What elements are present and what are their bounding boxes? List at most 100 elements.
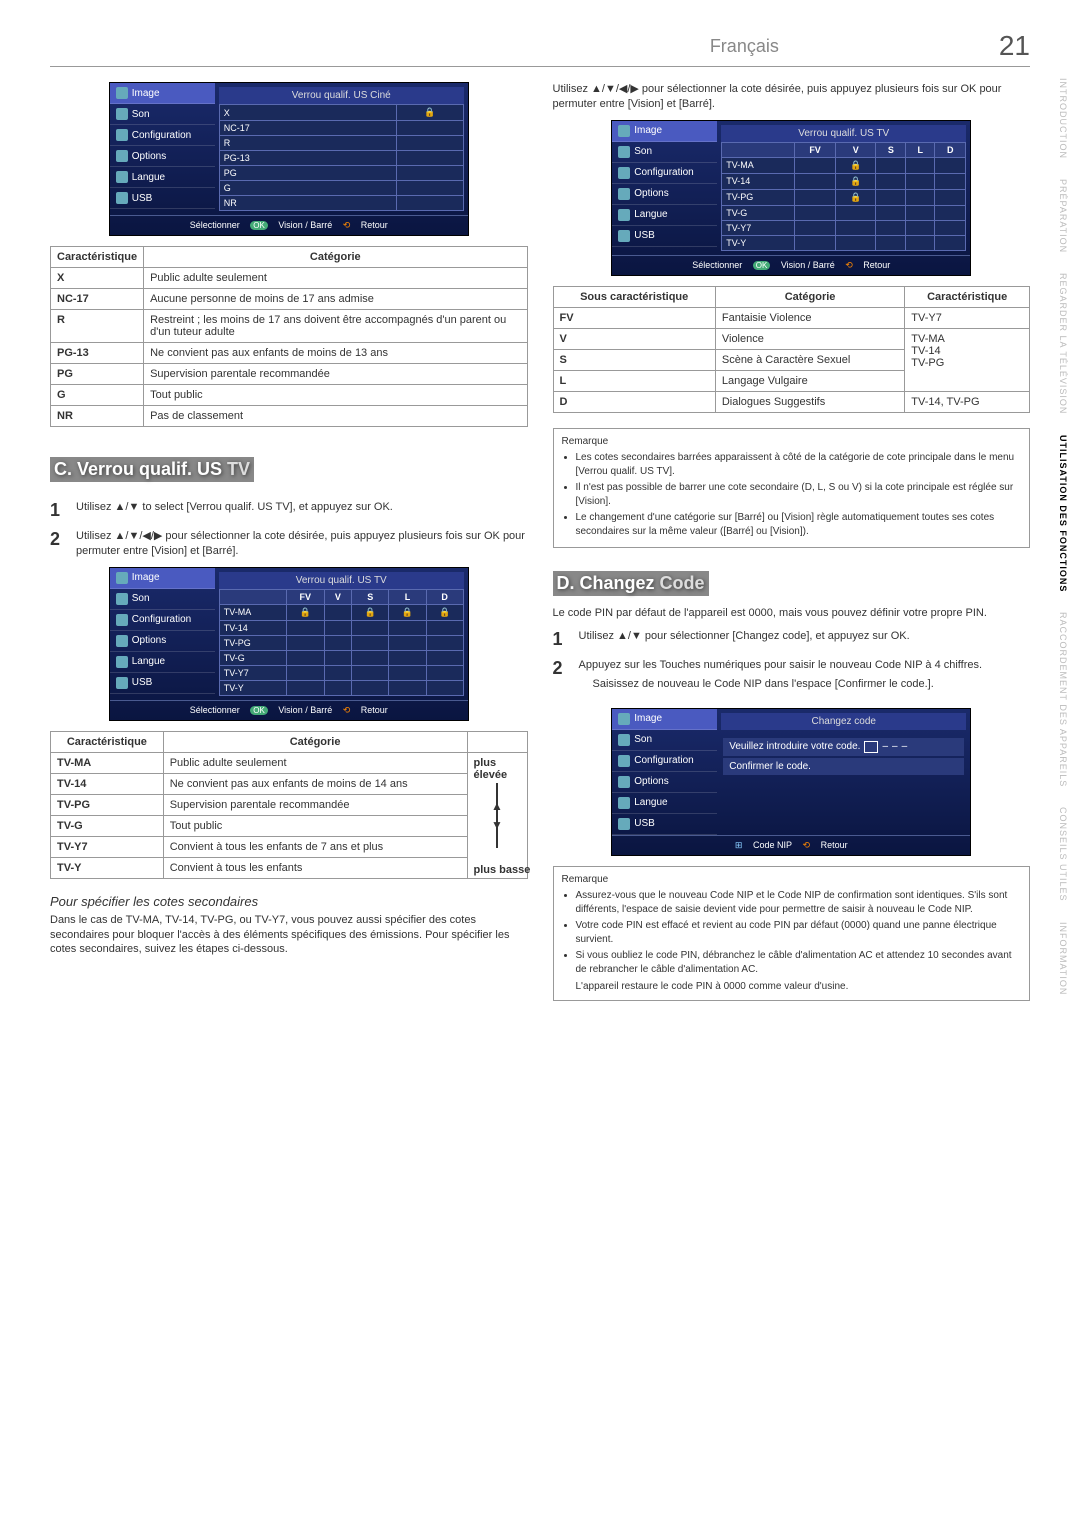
side-tab[interactable]: CONSEILS UTILES — [1056, 799, 1070, 910]
tv-side-item[interactable]: Langue — [110, 652, 215, 673]
tv-menu-title: Verrou qualif. US Ciné — [219, 87, 464, 104]
section-d-heading: D. Changez Code — [553, 571, 709, 596]
menu-icon — [116, 656, 128, 668]
right-intro: Utilisez ▲/▼/◀/▶ pour sélectionner la co… — [553, 82, 1031, 112]
menu-icon — [116, 129, 128, 141]
language-label: Français — [710, 36, 779, 57]
remark-1: Remarque Les cotes secondaires barrées a… — [553, 428, 1031, 549]
menu-icon — [618, 734, 630, 746]
menu-icon — [116, 614, 128, 626]
menu-icon — [116, 192, 128, 204]
side-tab[interactable]: INTRODUCTION — [1056, 70, 1070, 167]
tv-side-item[interactable]: Image — [612, 709, 717, 730]
tv-side-item[interactable]: Image — [110, 83, 215, 104]
menu-icon — [116, 593, 128, 605]
table-row: XPublic adulte seulement — [51, 268, 528, 289]
table-row: TV-14Ne convient pas aux enfants de moin… — [51, 773, 528, 794]
tv-side-item[interactable]: Son — [612, 142, 717, 163]
table-row: PG-13Ne convient pas aux enfants de moin… — [51, 343, 528, 364]
ok-icon: OK — [250, 221, 268, 230]
table-row: TV-Y7Convient à tous les enfants de 7 an… — [51, 836, 528, 857]
tv-side-item[interactable]: Langue — [612, 793, 717, 814]
remark-item: Assurez-vous que le nouveau Code NIP et … — [576, 889, 1022, 916]
table-row: TV-PGSupervision parentale recommandée — [51, 794, 528, 815]
tv-side-item[interactable]: Image — [612, 121, 717, 142]
tv-grid-cine: X🔒NC-17RPG-13PGGNR — [219, 104, 464, 211]
section-c-heading: C. Verrou qualif. US TV — [50, 457, 254, 482]
tv-side-item[interactable]: Options — [612, 772, 717, 793]
pin-entry-row: Veuillez introduire votre code. ––– — [723, 738, 964, 756]
menu-icon — [618, 230, 630, 242]
side-tabs: INTRODUCTION PRÉPARATION REGARDER LA TÉLÉV… — [1056, 70, 1070, 1003]
menu-icon — [116, 635, 128, 647]
menu-icon — [116, 108, 128, 120]
table-row: RRestreint ; les moins de 17 ans doivent… — [51, 310, 528, 343]
section-c-steps: 1Utilisez ▲/▼ to select [Verrou qualif. … — [50, 500, 528, 559]
right-column: Utilisez ▲/▼/◀/▶ pour sélectionner la co… — [553, 82, 1031, 1009]
tv-side-item[interactable]: USB — [612, 814, 717, 835]
menu-icon — [116, 171, 128, 183]
tv-menu-tv1: ImageSonConfigurationOptionsLangueUSB Ve… — [109, 567, 469, 721]
tv-side-item[interactable]: Son — [110, 589, 215, 610]
tv-side-item[interactable]: USB — [110, 673, 215, 694]
menu-icon — [116, 87, 128, 99]
tv-side-item[interactable]: Langue — [110, 167, 215, 188]
tv-side-item[interactable]: USB — [110, 188, 215, 209]
tv-side-item[interactable]: Configuration — [110, 125, 215, 146]
side-tab[interactable]: UTILISATION DES FONCTIONS — [1056, 427, 1070, 600]
menu-icon — [618, 146, 630, 158]
menu-icon — [618, 776, 630, 788]
table-row: TV-GTout public — [51, 815, 528, 836]
menu-icon — [618, 167, 630, 179]
menu-icon — [116, 677, 128, 689]
remark-item: Les cotes secondaires barrées apparaisse… — [576, 451, 1022, 478]
remark-item: Votre code PIN est effacé et revient au … — [576, 919, 1022, 946]
table-row: PGSupervision parentale recommandée — [51, 364, 528, 385]
tv-side-item[interactable]: USB — [612, 226, 717, 247]
remark-2: Remarque Assurez-vous que le nouveau Cod… — [553, 866, 1031, 1001]
tv-side-item[interactable]: Son — [110, 104, 215, 125]
secondary-para: Dans le cas de TV-MA, TV-14, TV-PG, ou T… — [50, 913, 528, 958]
tv-footer: Sélectionner OK Vision / Barré ⟲ Retour — [110, 215, 468, 235]
section-d-steps: 1Utilisez ▲/▼ pour sélectionner [Changez… — [553, 629, 1031, 700]
menu-icon — [116, 572, 128, 584]
left-column: ImageSonConfigurationOptionsLangueUSB Ve… — [50, 82, 528, 1009]
table-row: FVFantaisie ViolenceTV-Y7 — [553, 307, 1030, 328]
remark-item: Si vous oubliez le code PIN, débranchez … — [576, 949, 1022, 976]
menu-icon — [618, 797, 630, 809]
menu-icon — [618, 188, 630, 200]
table-row: GTout public — [51, 385, 528, 406]
tv-side-item[interactable]: Configuration — [612, 163, 717, 184]
back-icon: ⟲ — [343, 220, 351, 230]
table-tv: Caractéristique Catégorie TV-MAPublic ad… — [50, 731, 528, 879]
tv-side-item[interactable]: Configuration — [110, 610, 215, 631]
tv-menu-cine: ImageSonConfigurationOptionsLangueUSB Ve… — [109, 82, 469, 236]
menu-icon — [116, 150, 128, 162]
tv-side-item[interactable]: Options — [110, 631, 215, 652]
table-row: TV-YConvient à tous les enfants — [51, 857, 528, 878]
tv-menu-code: ImageSonConfigurationOptionsLangueUSB Ch… — [611, 708, 971, 856]
remark-item: Le changement d'une catégorie sur [Barré… — [576, 511, 1022, 538]
menu-icon — [618, 713, 630, 725]
side-tab[interactable]: REGARDER LA TÉLÉVISION — [1056, 265, 1070, 422]
side-tab[interactable]: INFORMATION — [1056, 914, 1070, 1003]
tv-sidebar: ImageSonConfigurationOptionsLangueUSB — [110, 83, 215, 215]
table-row: NC-17Aucune personne de moins de 17 ans … — [51, 289, 528, 310]
tv-menu-tv2: ImageSonConfigurationOptionsLangueUSB Ve… — [611, 120, 971, 276]
secondary-subhead: Pour spécifier les cotes secondaires — [50, 894, 528, 909]
pin-digit[interactable] — [864, 741, 878, 753]
page-header: Français 21 — [50, 30, 1030, 67]
tv-side-item[interactable]: Son — [612, 730, 717, 751]
tv-side-item[interactable]: Configuration — [612, 751, 717, 772]
page-number: 21 — [999, 30, 1030, 62]
menu-icon — [618, 209, 630, 221]
side-tab[interactable]: PRÉPARATION — [1056, 171, 1070, 261]
tv-side-item[interactable]: Options — [612, 184, 717, 205]
table-row: TV-MAPublic adulte seulementplus élevéep… — [51, 752, 528, 773]
menu-icon — [618, 755, 630, 767]
menu-icon — [618, 818, 630, 830]
tv-side-item[interactable]: Options — [110, 146, 215, 167]
tv-side-item[interactable]: Langue — [612, 205, 717, 226]
side-tab[interactable]: RACCORDEMENT DES APPAREILS — [1056, 604, 1070, 795]
tv-side-item[interactable]: Image — [110, 568, 215, 589]
